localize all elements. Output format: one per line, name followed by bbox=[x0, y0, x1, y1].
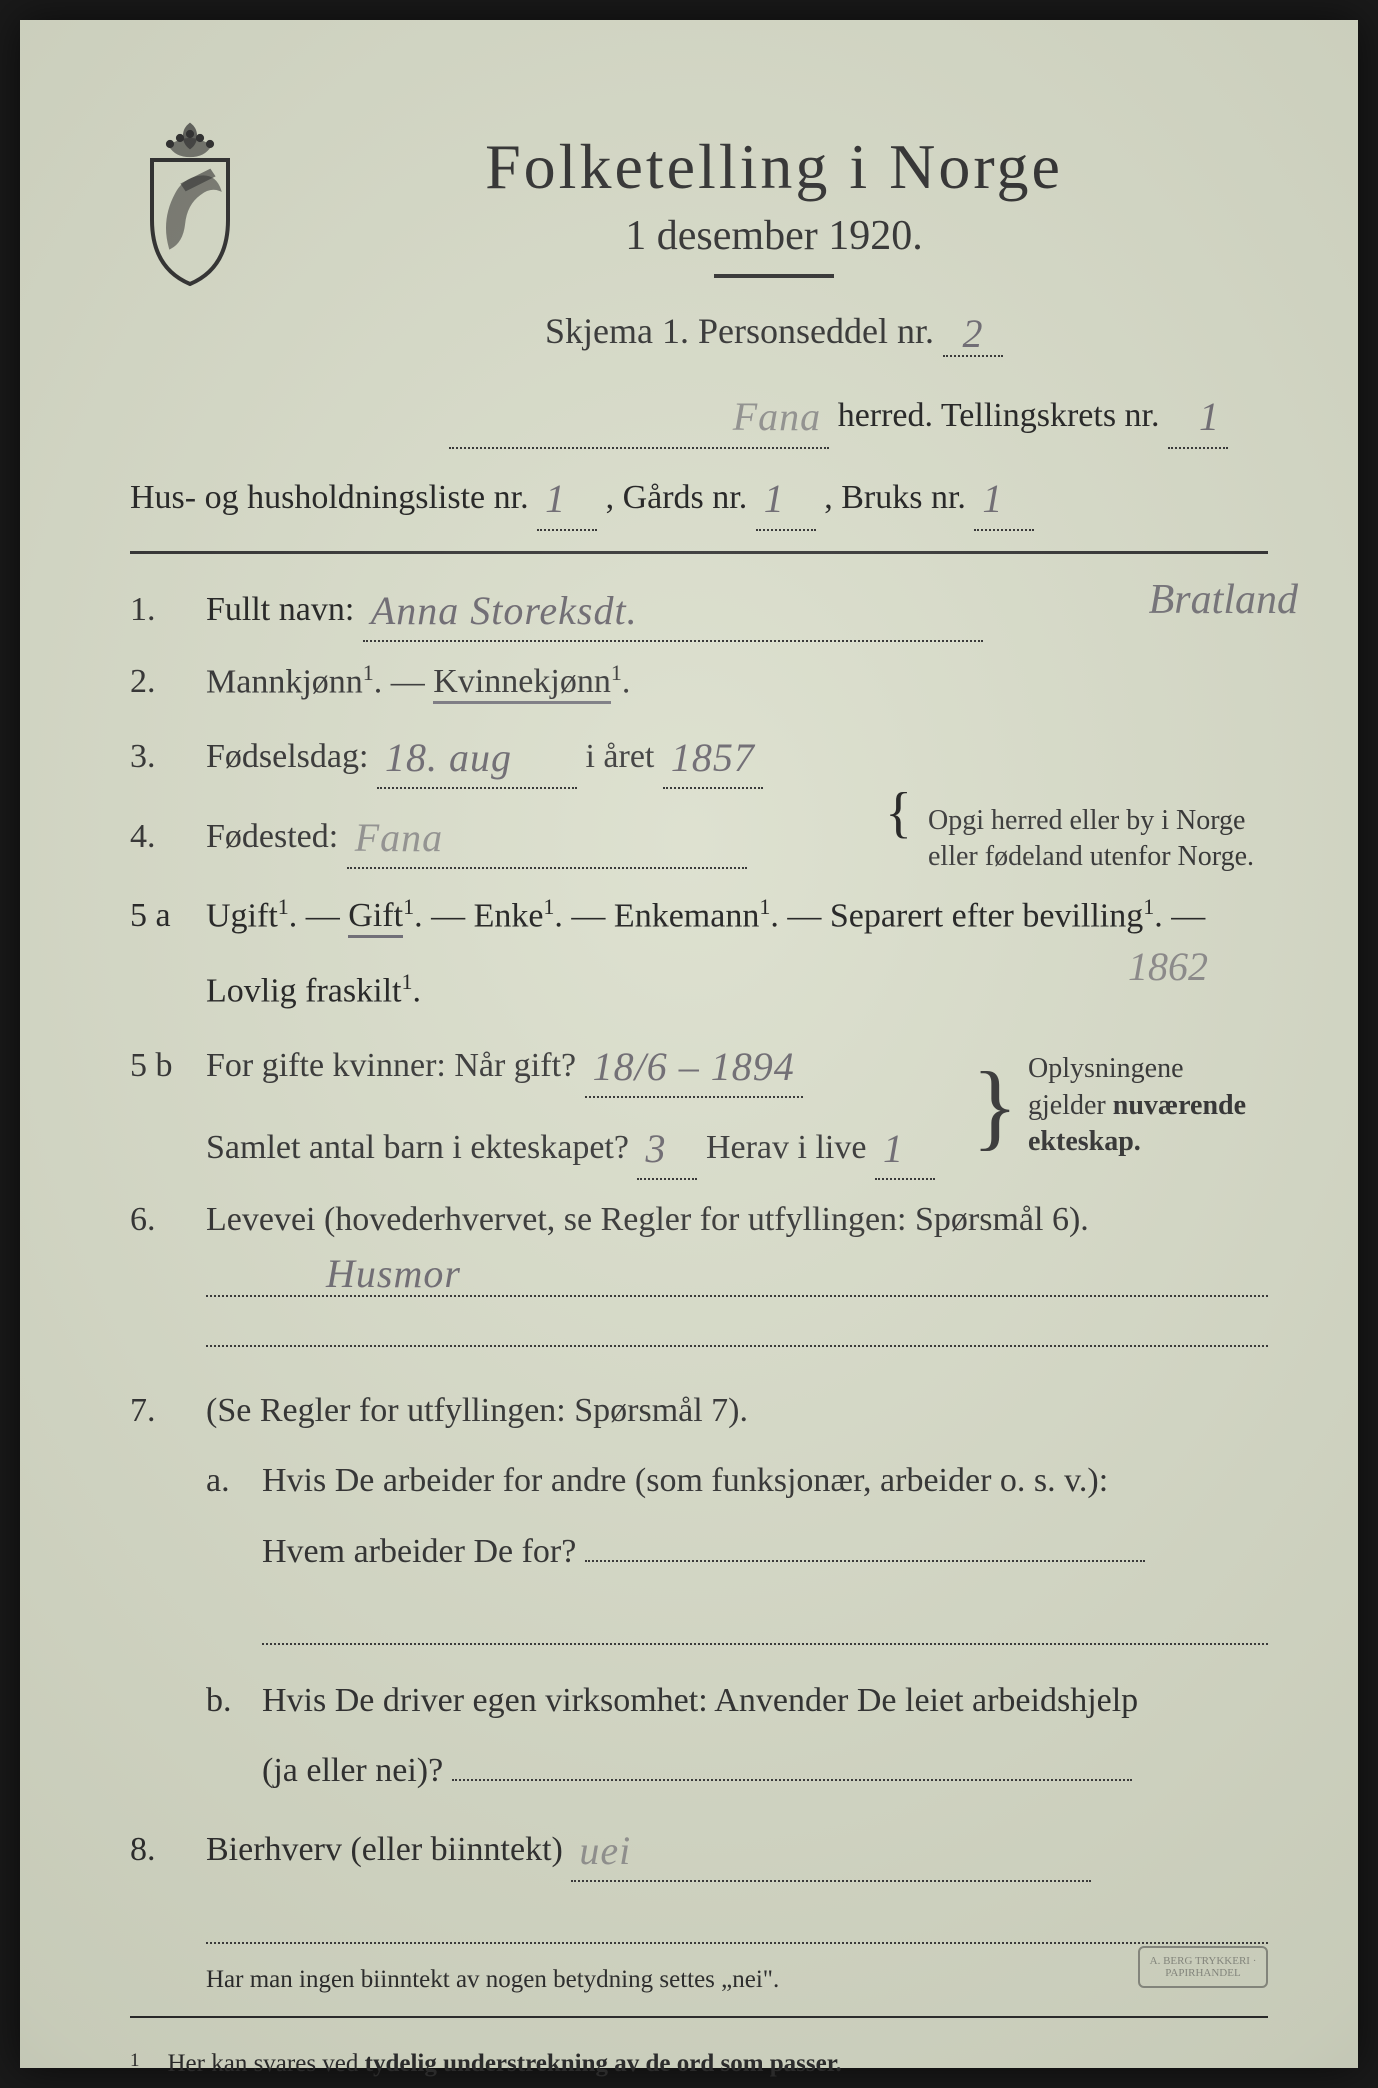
bracket-icon: { bbox=[885, 799, 912, 827]
header: Folketelling i Norge 1 desember 1920. Sk… bbox=[130, 100, 1268, 371]
question-3-num: 3. bbox=[130, 731, 182, 784]
question-6-label: Levevei (hovederhvervet, se Regler for u… bbox=[206, 1201, 1089, 1238]
footnote-text: Her kan svares ved tydelig understreknin… bbox=[168, 2050, 842, 2078]
birthdate-day-value: 18. aug bbox=[385, 727, 512, 789]
question-5b-note: Oplysningene gjelder nuværende ekteskap. bbox=[1028, 1051, 1268, 1160]
hus-line: Hus- og husholdningsliste nr. 1 , Gårds … bbox=[130, 463, 1268, 531]
question-7: 7. (Se Regler for utfyllingen: Spørsmål … bbox=[130, 1385, 1268, 1798]
question-4-label: Fødested: bbox=[206, 818, 338, 855]
question-3-label: Fødselsdag: bbox=[206, 738, 368, 775]
skjema-label: Skjema 1. Personseddel nr. bbox=[545, 311, 934, 351]
skjema-line: Skjema 1. Personseddel nr. 2 bbox=[280, 306, 1268, 357]
q2-female-selected: Kvinnekjønn bbox=[433, 663, 611, 704]
main-title: Folketelling i Norge bbox=[280, 130, 1268, 204]
question-1-label: Fullt navn: bbox=[206, 591, 354, 628]
birthplace-value: Fana bbox=[355, 807, 443, 869]
section-rule-1 bbox=[130, 551, 1268, 554]
personseddel-nr-value: 2 bbox=[962, 310, 983, 357]
question-5a: 5 a Ugift1. — Gift1. — Enke1. — Enkemann… bbox=[130, 890, 1268, 1018]
census-form-page: Folketelling i Norge 1 desember 1920. Sk… bbox=[20, 20, 1358, 2068]
husliste-nr-value: 1 bbox=[545, 467, 566, 531]
title-block: Folketelling i Norge 1 desember 1920. Sk… bbox=[280, 100, 1268, 371]
herred-line: Fana herred. Tellingskrets nr. 1 bbox=[130, 381, 1268, 449]
question-5b-num: 5 b bbox=[130, 1040, 182, 1093]
herred-label: herred. Tellingskrets nr. bbox=[838, 397, 1160, 434]
q5a-opt-0: Ugift bbox=[206, 897, 278, 934]
question-4-num: 4. bbox=[130, 811, 182, 864]
bruks-nr-value: 1 bbox=[982, 467, 1003, 531]
question-8-num: 8. bbox=[130, 1824, 182, 1877]
bruks-label: , Bruks nr. bbox=[824, 479, 966, 516]
question-5b-line2a: Samlet antal barn i ekteskapet? bbox=[206, 1129, 629, 1166]
q5a-opt-4: Separert efter bevilling bbox=[830, 897, 1143, 934]
question-7a-num: a. bbox=[206, 1455, 238, 1652]
question-2-num: 2. bbox=[130, 656, 182, 709]
question-3-mid: i året bbox=[585, 738, 654, 775]
question-5b-line2b: Herav i live bbox=[706, 1129, 867, 1166]
children-alive-value: 1 bbox=[883, 1118, 904, 1180]
herred-value: Fana bbox=[733, 385, 821, 449]
brace-icon: } bbox=[972, 1082, 1018, 1130]
q5a-opt-1-selected: Gift bbox=[348, 897, 403, 938]
tellingskrets-nr-value: 1 bbox=[1199, 385, 1220, 449]
hus-label: Hus- og husholdningsliste nr. bbox=[130, 479, 529, 516]
bierhverv-value: uei bbox=[579, 1820, 631, 1882]
question-7a-text2: Hvem arbeider De for? bbox=[262, 1533, 576, 1570]
question-7-label: (Se Regler for utfyllingen: Spørsmål 7). bbox=[206, 1385, 1268, 1438]
subtitle: 1 desember 1920. bbox=[280, 212, 1268, 260]
question-3: 3. Fødselsdag: 18. aug i året 1857 bbox=[130, 723, 1268, 789]
question-7a-text: Hvis De arbeider for andre (som funksjon… bbox=[262, 1455, 1268, 1508]
question-8: 8. Bierhverv (eller biinntekt) uei bbox=[130, 1816, 1268, 1952]
occupation-value: Husmor bbox=[326, 1243, 461, 1305]
section-rule-2 bbox=[130, 2016, 1268, 2018]
question-7b-text2: (ja eller nei)? bbox=[262, 1752, 443, 1789]
question-7-num: 7. bbox=[130, 1385, 182, 1438]
q5a-opt-5: Lovlig fraskilt bbox=[206, 972, 401, 1009]
title-rule bbox=[714, 274, 834, 278]
married-date-value: 18/6 – 1894 bbox=[593, 1036, 795, 1098]
gards-label: , Gårds nr. bbox=[606, 479, 748, 516]
full-name-value: Anna Storeksdt. bbox=[371, 580, 638, 642]
printer-stamp: A. BERG TRYKKERI · PAPIRHANDEL bbox=[1138, 1946, 1268, 1988]
question-7b-text: Hvis De driver egen virksomhet: Anvender… bbox=[262, 1675, 1268, 1728]
question-7b-num: b. bbox=[206, 1675, 238, 1798]
children-total-value: 3 bbox=[645, 1118, 666, 1180]
question-2: 2. Mannkjønn1. — Kvinnekjønn1. bbox=[130, 656, 1268, 709]
birthyear-value: 1857 bbox=[671, 727, 755, 789]
question-5b: 5 b For gifte kvinner: Når gift? 18/6 – … bbox=[130, 1032, 1268, 1180]
full-name-overflow: Bratland bbox=[1149, 568, 1298, 633]
q2-male: Mannkjønn bbox=[206, 663, 363, 700]
question-5a-num: 5 a bbox=[130, 890, 182, 943]
coat-of-arms-icon bbox=[130, 120, 250, 290]
question-6-num: 6. bbox=[130, 1194, 182, 1247]
footnote-num: 1 bbox=[130, 2050, 140, 2078]
footer-note: Har man ingen biinntekt av nogen betydni… bbox=[206, 1966, 1268, 1994]
question-1: 1. Fullt navn: Anna Storeksdt. Bratland bbox=[130, 576, 1268, 642]
gards-nr-value: 1 bbox=[764, 467, 785, 531]
question-5b-label: For gifte kvinner: Når gift? bbox=[206, 1047, 576, 1084]
question-4-note: Opgi herred eller by i Norge eller fødel… bbox=[928, 803, 1268, 876]
q5a-opt-2: Enke bbox=[474, 897, 544, 934]
question-1-num: 1. bbox=[130, 584, 182, 637]
question-6: 6. Levevei (hovederhvervet, se Regler fo… bbox=[130, 1194, 1268, 1355]
question-8-label: Bierhverv (eller biinntekt) bbox=[206, 1831, 563, 1868]
question-4: 4. Fødested: Fana { Opgi herred eller by… bbox=[130, 803, 1268, 876]
q5a-opt-3: Enkemann bbox=[614, 897, 759, 934]
marginal-year: 1862 bbox=[1128, 936, 1208, 998]
footnote: 1 Her kan svares ved tydelig understrekn… bbox=[130, 2048, 1268, 2078]
